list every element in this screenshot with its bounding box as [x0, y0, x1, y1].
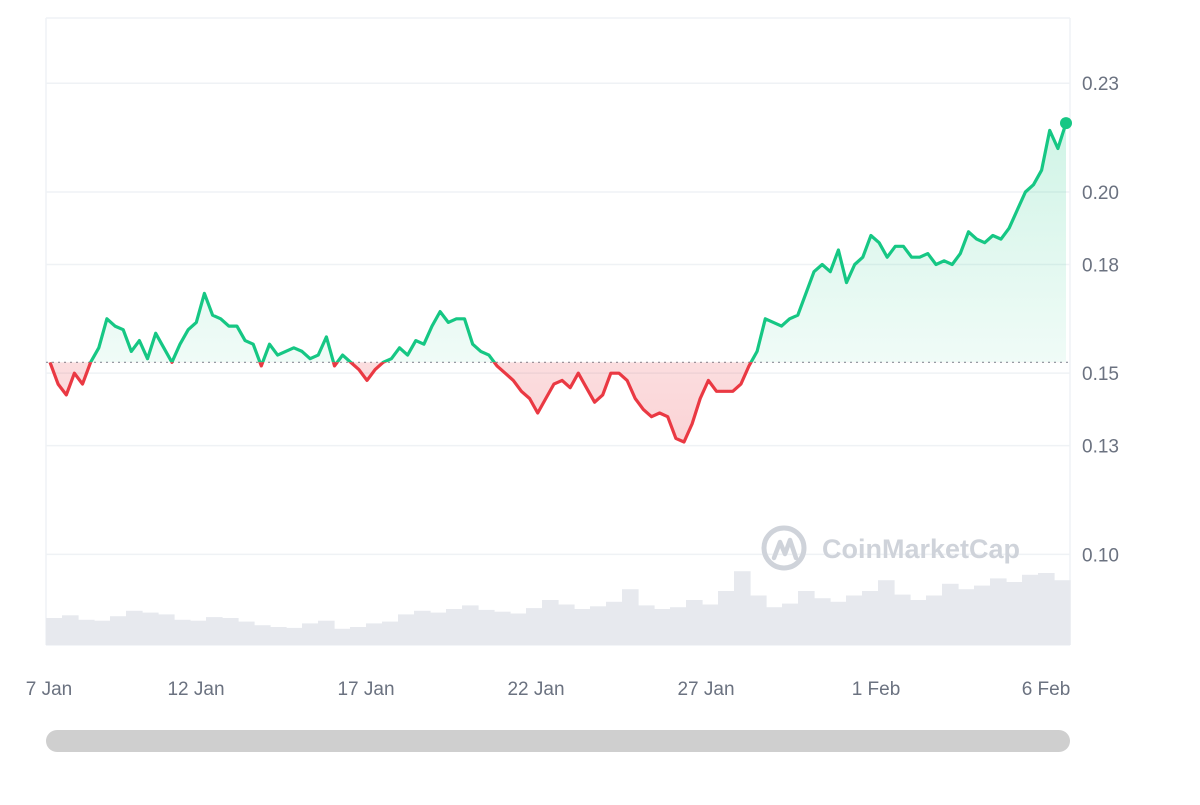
volume-bar	[398, 614, 415, 645]
volume-bar	[334, 628, 351, 645]
volume-bar	[526, 608, 543, 645]
volume-bar	[190, 620, 207, 645]
y-tick-label: 0.18	[1082, 255, 1119, 276]
volume-bar	[78, 619, 95, 645]
volume-bar	[206, 617, 223, 645]
volume-bar	[62, 615, 79, 645]
volume-bar	[942, 583, 959, 645]
volume-bar	[574, 609, 591, 645]
volume-bar	[974, 585, 991, 645]
x-tick-label: 22 Jan	[507, 679, 564, 700]
x-tick-label: 1 Feb	[852, 679, 901, 700]
volume-bar	[734, 571, 751, 645]
x-tick-label: 6 Feb	[1022, 679, 1071, 700]
y-tick-label: 0.23	[1082, 74, 1119, 95]
volume-bar	[910, 600, 927, 645]
volume-bar	[862, 591, 879, 645]
volume-bar	[366, 623, 383, 645]
volume-bar	[414, 610, 431, 645]
volume-bar	[270, 627, 287, 645]
volume-bar	[894, 594, 911, 645]
volume-bar	[622, 589, 639, 645]
volume-bar	[558, 604, 575, 645]
area-layer	[50, 123, 1066, 442]
y-tick-label: 0.20	[1082, 183, 1119, 204]
x-axis: 7 Jan 12 Jan 17 Jan 22 Jan 27 Jan 1 Feb 6 Feb	[26, 679, 1071, 700]
volume-bar	[798, 591, 815, 645]
volume-bar	[46, 618, 63, 645]
volume-bar	[606, 601, 623, 645]
volume-bar	[846, 595, 863, 645]
latest-price-point[interactable]	[1060, 117, 1072, 130]
volume-bar	[878, 580, 895, 645]
watermark-text: CoinMarketCap	[822, 534, 1020, 564]
volume-bar	[990, 578, 1007, 645]
volume-bar	[702, 604, 719, 645]
volume-bar	[1022, 574, 1039, 645]
coinmarketcap-watermark: CoinMarketCap	[761, 525, 1020, 571]
volume-bar	[286, 627, 303, 645]
volume-bar	[222, 618, 239, 645]
volume-bar	[478, 609, 495, 645]
volume-bar	[750, 595, 767, 645]
price-area-below-baseline	[50, 362, 752, 442]
volume-bar	[830, 601, 847, 645]
volume-bar	[718, 591, 735, 645]
volume-bar	[350, 627, 367, 645]
volume-bar	[238, 621, 255, 645]
volume-bar	[174, 619, 191, 645]
volume-bar	[94, 620, 111, 645]
x-tick-label: 27 Jan	[677, 679, 734, 700]
volume-bar	[142, 612, 159, 645]
volume-bar	[254, 625, 271, 645]
volume-layer	[46, 571, 1071, 645]
volume-bar	[158, 614, 175, 645]
coinmarketcap-logo-icon	[761, 525, 807, 571]
volume-bar	[318, 620, 335, 645]
volume-bar	[638, 605, 655, 645]
y-axis: 0.23 0.20 0.18 0.15 0.13 0.10	[1082, 74, 1119, 566]
volume-bar	[430, 612, 447, 645]
volume-bar	[110, 616, 127, 645]
volume-bar	[926, 595, 943, 645]
volume-bar	[766, 607, 783, 645]
x-tick-label: 7 Jan	[26, 679, 72, 700]
y-tick-label: 0.13	[1082, 437, 1119, 458]
volume-bar	[126, 610, 143, 645]
volume-bar	[686, 600, 703, 645]
volume-bar	[654, 609, 671, 645]
x-tick-label: 12 Jan	[167, 679, 224, 700]
x-tick-label: 17 Jan	[337, 679, 394, 700]
volume-bar	[958, 589, 975, 645]
volume-bar	[302, 623, 319, 645]
volume-bar	[590, 606, 607, 645]
price-area-above-baseline	[50, 123, 1066, 363]
volume-bar	[542, 600, 559, 645]
volume-bar	[462, 605, 479, 645]
line-layer	[48, 117, 1072, 444]
volume-bar	[510, 613, 527, 645]
price-line-up	[49, 122, 1068, 363]
volume-bar	[446, 609, 463, 645]
chart-scrollbar[interactable]	[46, 730, 1070, 752]
volume-bar	[382, 621, 399, 645]
y-tick-label: 0.10	[1082, 545, 1119, 566]
volume-bar	[782, 603, 799, 645]
volume-bar	[1006, 582, 1023, 645]
price-line-down	[48, 362, 753, 444]
volume-bar	[1038, 573, 1055, 645]
y-tick-label: 0.15	[1082, 364, 1119, 385]
volume-bar	[814, 598, 831, 645]
volume-bar	[494, 611, 511, 645]
volume-bar	[1054, 580, 1071, 645]
volume-bar	[670, 607, 687, 645]
